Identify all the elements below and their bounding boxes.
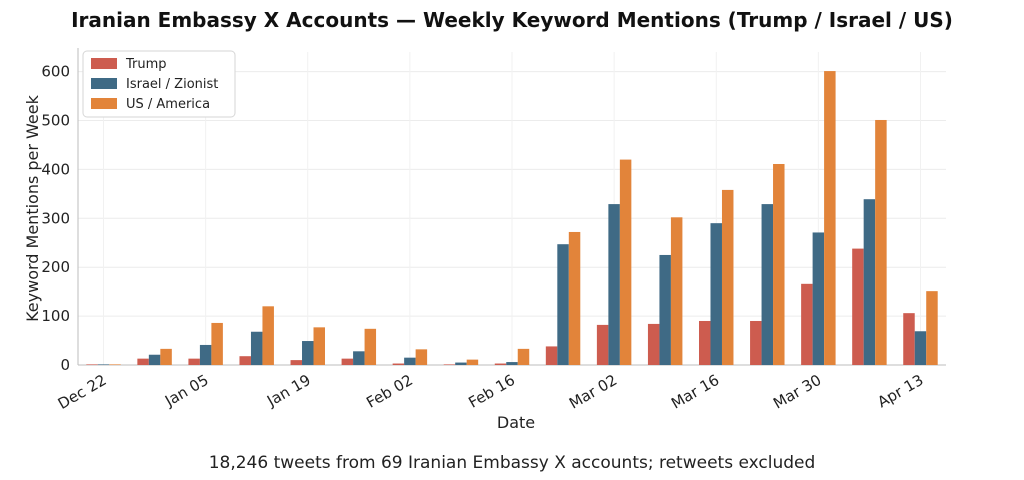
bar-israel-zionist	[608, 204, 620, 365]
bar-trump	[852, 248, 864, 365]
bar-trump	[443, 364, 456, 365]
bar-us-america	[211, 322, 223, 365]
bar-israel-zionist	[557, 244, 569, 365]
x-tick-label: Feb 16	[465, 371, 518, 412]
y-tick-label: 100	[41, 307, 70, 325]
bar-us-america	[670, 217, 683, 365]
legend-box	[82, 50, 236, 118]
bar-us-america	[313, 327, 325, 365]
bar-israel-zionist	[404, 357, 416, 365]
bar-trump	[137, 358, 149, 365]
bar-us-america	[415, 349, 428, 365]
x-axis-label: Date	[497, 413, 535, 432]
bar-trump	[596, 324, 609, 365]
y-tick-label: 600	[41, 63, 70, 81]
chart-caption: 18,246 tweets from 69 Iranian Embassy X …	[208, 453, 816, 473]
y-tick-label: 500	[41, 111, 70, 129]
bar-us-america	[109, 364, 121, 365]
bar-us-america	[773, 163, 785, 365]
bar-israel-zionist	[710, 223, 722, 365]
bar-trump	[699, 320, 711, 365]
bar-trump	[239, 356, 251, 365]
bar-israel-zionist	[506, 362, 518, 365]
bar-us-america	[160, 348, 172, 365]
bar-us-america	[926, 291, 938, 365]
x-tick-label: Mar 30	[770, 371, 824, 413]
bar-trump	[188, 358, 200, 365]
bar-us-america	[262, 306, 274, 365]
legend-label: Trump	[125, 57, 167, 72]
bar-israel-zionist	[812, 232, 825, 365]
bar-israel-zionist	[455, 362, 467, 365]
bar-israel-zionist	[659, 254, 671, 365]
bar-israel-zionist	[761, 204, 774, 365]
x-tick-label: Feb 02	[363, 371, 416, 412]
bar-israel-zionist	[148, 354, 161, 365]
bar-us-america	[568, 231, 581, 365]
bar-trump	[392, 363, 405, 365]
bar-israel-zionist	[97, 364, 110, 365]
bar-trump	[86, 364, 98, 365]
bar-us-america	[875, 119, 887, 365]
bar-trump	[545, 346, 558, 365]
legend-swatch	[91, 78, 117, 89]
bar-israel-zionist	[914, 331, 927, 365]
bar-us-america	[721, 189, 734, 365]
bar-israel-zionist	[250, 331, 263, 365]
x-tick-label: Dec 22	[55, 371, 110, 413]
y-tick-label: 0	[60, 356, 70, 374]
chart-title: Iranian Embassy X Accounts — Weekly Keyw…	[71, 8, 953, 32]
x-tick-label: Mar 16	[668, 371, 722, 413]
bar-us-america	[619, 159, 632, 365]
bar-us-america	[364, 328, 377, 365]
bar-us-america	[824, 71, 836, 366]
bar-trump	[290, 360, 303, 365]
legend-label: Israel / Zionist	[126, 77, 218, 92]
x-tick-label: Mar 02	[566, 371, 620, 413]
y-tick-label: 200	[41, 258, 70, 276]
bar-trump	[494, 363, 507, 365]
bar-trump	[903, 313, 915, 365]
bar-israel-zionist	[353, 351, 365, 365]
legend-label: US / America	[126, 97, 210, 112]
x-tick-label: Jan 19	[263, 371, 314, 411]
bar-trump	[750, 320, 762, 365]
bar-us-america	[466, 359, 479, 365]
y-tick-label: 300	[41, 209, 70, 227]
x-tick-label: Jan 05	[161, 371, 212, 411]
bar-trump	[801, 283, 813, 365]
bar-trump	[341, 358, 354, 365]
bars	[86, 71, 938, 366]
bar-trump	[647, 323, 660, 365]
bar-israel-zionist	[199, 344, 212, 365]
bar-us-america	[517, 348, 530, 365]
legend-swatch	[91, 58, 117, 69]
y-axis-label: Keyword Mentions per Week	[23, 94, 42, 322]
legend-swatch	[91, 98, 117, 109]
y-tick-label: 400	[41, 160, 70, 178]
legend: Trump Israel / Zionist US / America	[82, 50, 236, 118]
bar-israel-zionist	[863, 199, 876, 365]
x-tick-label: Apr 13	[874, 371, 926, 411]
bar-israel-zionist	[302, 341, 314, 365]
